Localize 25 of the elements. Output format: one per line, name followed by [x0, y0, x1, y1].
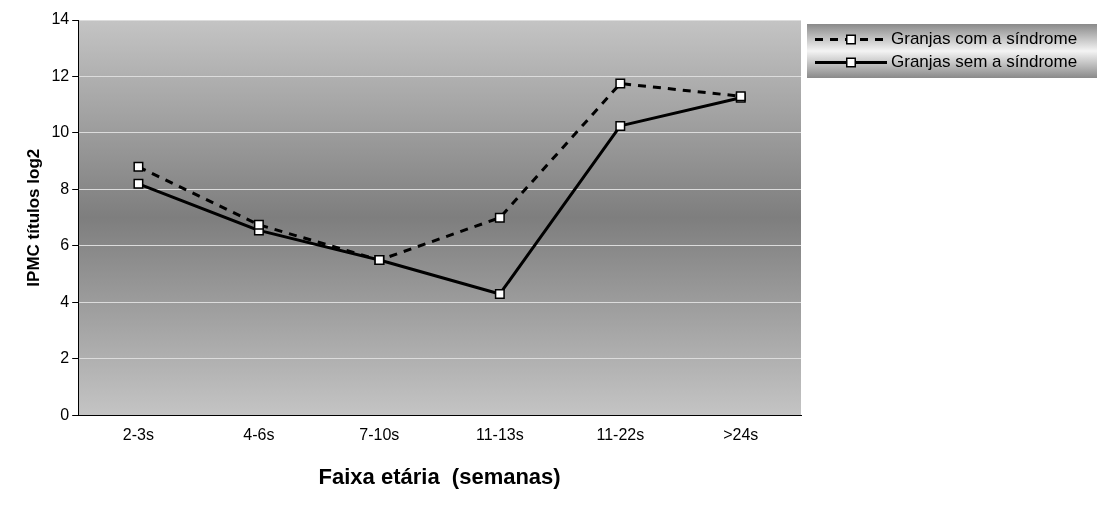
point	[494, 212, 505, 223]
y-tick-label: 2	[60, 349, 70, 367]
point	[494, 288, 505, 299]
x-tick-label: 4-6s	[243, 426, 275, 444]
y-tick-label: 6	[60, 236, 70, 254]
y-tick-label: 12	[51, 66, 70, 84]
point	[133, 178, 144, 189]
point	[133, 161, 144, 172]
y-tick-label: 4	[60, 292, 70, 310]
x-axis-title: Faixa etária (semanas)	[318, 463, 561, 489]
x-tick-label: >24s	[723, 426, 759, 444]
x-tick-label: 11-13s	[475, 426, 524, 444]
y-tick-label: 10	[51, 123, 70, 141]
x-tick-label: 11-22s	[596, 426, 645, 444]
point	[615, 78, 626, 89]
y-tick-label: 0	[60, 405, 70, 423]
y-axis-title: IPMC títulos log2	[23, 148, 43, 287]
point	[253, 219, 264, 230]
legend-label: Granjas sem a síndrome	[891, 52, 1078, 72]
y-tick-label: 14	[51, 10, 70, 28]
x-tick-label: 7-10s	[359, 426, 400, 444]
point	[615, 120, 626, 131]
y-tick-label: 8	[60, 179, 70, 197]
x-tick-label: 2-3s	[122, 426, 154, 444]
legend-label: Granjas com a síndrome	[891, 29, 1078, 49]
